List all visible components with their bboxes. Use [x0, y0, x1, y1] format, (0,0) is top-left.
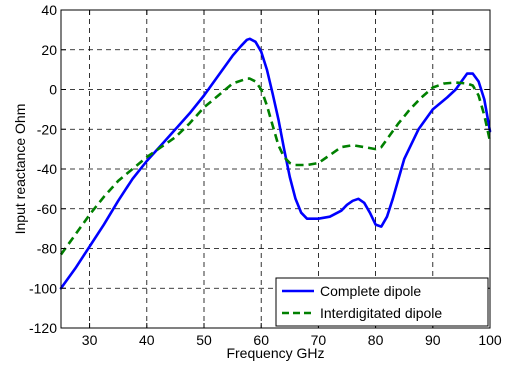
- series-layer: [59, 37, 492, 290]
- y-tick-label: -80: [37, 241, 57, 257]
- y-axis-label: Input reactance Ohm: [12, 104, 28, 235]
- x-axis-label: Frequency GHz: [226, 345, 324, 361]
- x-tick-label: 40: [139, 332, 155, 348]
- x-tick-label: 80: [368, 332, 384, 348]
- y-tick-label: -40: [37, 161, 57, 177]
- x-tick-label: 90: [425, 332, 441, 348]
- legend: Complete dipole Interdigitated dipole: [275, 277, 489, 327]
- x-tick-label: 30: [82, 332, 98, 348]
- legend-label-complete-dipole: Complete dipole: [320, 283, 421, 299]
- y-tick-label: 0: [49, 82, 57, 98]
- legend-label-interdigitated-dipole: Interdigitated dipole: [320, 305, 442, 321]
- grid-layer: [61, 10, 490, 328]
- y-tick-label: -20: [37, 121, 57, 137]
- series-line-complete-dipole: [59, 37, 492, 290]
- tick-layer: 30 40 50 60 70 80 90 100 40 20 0 -20 -40 -60 -80 -100 -1…: [29, 2, 502, 348]
- x-tick-label: 70: [311, 332, 327, 348]
- legend-box: [275, 277, 489, 327]
- y-tick-label: 20: [41, 42, 57, 58]
- y-tick-label: -100: [29, 280, 57, 296]
- y-tick-label: -60: [37, 201, 57, 217]
- y-tick-label: -120: [29, 320, 57, 336]
- x-tick-label: 50: [196, 332, 212, 348]
- y-tick-label: 40: [41, 2, 57, 18]
- x-tick-label: 60: [253, 332, 269, 348]
- series-line-interdigitated-dipole: [59, 77, 492, 256]
- x-tick-label: 100: [478, 332, 502, 348]
